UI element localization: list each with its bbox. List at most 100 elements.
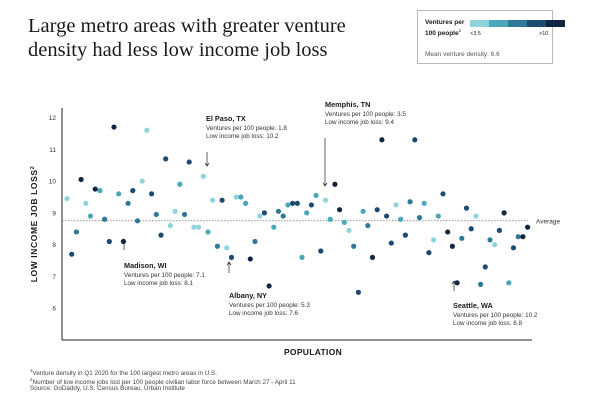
y-axis-label-group: LOW INCOME JOB LOSS2 <box>29 166 39 283</box>
data-point <box>252 238 258 245</box>
data-point <box>346 227 352 233</box>
annotation-city: Madison, WI <box>124 261 167 270</box>
annotation-jobloss-text: Low income job loss: 7.6 <box>229 310 298 317</box>
data-point <box>515 234 521 240</box>
legend-swatch <box>470 20 489 27</box>
data-point <box>266 283 272 289</box>
annotation-venture-text: Ventures per 100 people: 5.3 <box>229 302 310 309</box>
annotation-jobloss-text: Low income job loss: 10.2 <box>206 133 279 140</box>
data-point <box>257 213 263 219</box>
data-point <box>482 264 488 270</box>
data-point <box>205 229 211 235</box>
data-point <box>299 254 305 260</box>
y-tick-label: 7 <box>52 274 56 281</box>
data-point <box>92 186 98 192</box>
data-point <box>228 254 235 260</box>
data-point <box>501 210 507 216</box>
data-point <box>158 232 164 238</box>
annotation-city: El Paso, TX <box>206 114 246 123</box>
chart-title: Large metro areas with greater venture d… <box>28 15 346 61</box>
footnote-2: 2Number of low income jobs lost per 100 … <box>30 377 296 387</box>
y-axis-label: LOW INCOME JOB LOSS2 <box>29 166 39 283</box>
annotation-jobloss-text: Low income job loss: 8.1 <box>124 280 193 287</box>
data-point <box>238 194 244 200</box>
data-point <box>421 200 427 206</box>
average-label: Average <box>536 218 560 225</box>
annotation-city: Albany, NY <box>229 291 267 300</box>
data-point <box>177 181 183 187</box>
legend-mean-text: Mean venture density: 6.6 <box>425 51 500 58</box>
data-point <box>496 227 502 233</box>
data-point <box>224 245 230 251</box>
annotation-jobloss-text: Low income job loss: 9.4 <box>325 119 394 126</box>
data-point <box>374 207 380 213</box>
data-point <box>294 200 300 206</box>
annotation-jobloss-text: Low income job loss: 6.8 <box>453 320 522 327</box>
legend-swatch <box>508 20 527 27</box>
data-point <box>106 238 112 245</box>
data-point <box>280 213 286 219</box>
annotation-arrow-head <box>204 162 210 167</box>
data-point <box>149 191 155 197</box>
data-point <box>243 200 249 206</box>
data-point <box>402 232 408 238</box>
annotation-arrow-head <box>121 238 127 243</box>
data-point <box>478 281 484 287</box>
data-point <box>426 250 432 256</box>
data-point <box>285 202 291 208</box>
footnote-source: Source: GoDaddy, U.S. Census Bureau, Urb… <box>30 385 185 392</box>
data-point <box>398 216 404 222</box>
y-tick-label: 8 <box>52 242 56 249</box>
data-point <box>332 181 338 187</box>
data-point <box>139 178 145 184</box>
annotation-arrow-head <box>451 280 457 285</box>
data-point <box>153 211 159 218</box>
data-point <box>463 205 470 211</box>
legend-swatch <box>527 20 546 27</box>
data-point <box>69 251 75 257</box>
data-point <box>233 194 239 200</box>
data-point <box>360 208 366 214</box>
legend-low-label: <3.5 <box>470 31 481 37</box>
data-point <box>308 202 314 208</box>
data-point <box>384 213 390 219</box>
data-point <box>510 245 517 251</box>
data-point <box>318 248 324 254</box>
data-point <box>431 237 437 243</box>
data-point <box>196 224 202 230</box>
data-point <box>487 237 493 243</box>
data-point <box>435 213 441 219</box>
annotation-venture-text: Ventures per 100 people: 3.5 <box>325 111 406 118</box>
data-point <box>78 176 84 183</box>
data-point <box>87 213 94 219</box>
data-point <box>73 229 79 235</box>
data-point <box>379 137 385 143</box>
data-point <box>181 211 188 218</box>
legend-color-scale <box>470 20 565 27</box>
data-point <box>134 218 141 224</box>
data-point <box>327 216 333 222</box>
data-point <box>97 188 103 194</box>
annotation-arrow-head <box>226 261 232 266</box>
y-tick-label: 9 <box>52 210 56 217</box>
data-point <box>163 156 169 162</box>
annotation-venture-text: Ventures per 100 people: 7.1 <box>124 272 205 279</box>
data-point <box>416 215 423 221</box>
data-point <box>125 200 131 206</box>
data-point <box>525 224 531 230</box>
data-point <box>337 207 343 213</box>
footnote-1: 1Venture density in Q1 2020 for the 100 … <box>30 368 217 378</box>
data-point <box>144 127 150 133</box>
legend-high-label: >10 <box>539 31 549 37</box>
y-tick-label: 6 <box>52 306 56 313</box>
data-point <box>440 191 446 197</box>
data-point <box>313 192 319 198</box>
data-point <box>271 224 277 230</box>
data-point <box>186 159 192 165</box>
data-point <box>506 280 512 286</box>
legend: Ventures per 100 people1 <3.5 >10 Mean v… <box>417 10 565 64</box>
data-point <box>473 213 479 219</box>
data-point <box>210 197 216 203</box>
annotation-venture-text: Ventures per 100 people: 10.2 <box>453 312 538 319</box>
data-point <box>261 210 267 216</box>
